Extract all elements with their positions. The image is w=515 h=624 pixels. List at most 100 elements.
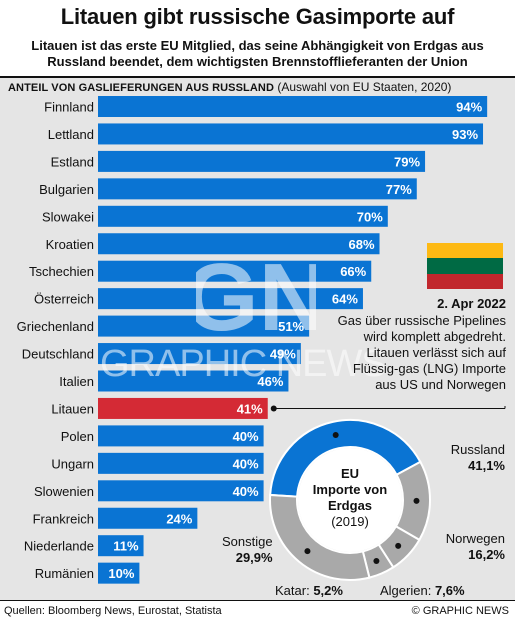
value-label-tschechien: 66%	[340, 264, 366, 279]
bar-deutschland	[98, 343, 301, 365]
bottom-divider	[0, 600, 515, 601]
label-sonstige-value: 29,9%	[235, 550, 273, 565]
bar-polen	[98, 425, 264, 447]
flag-stripe-green	[427, 258, 503, 274]
value-label-niederlande: 11%	[113, 539, 139, 554]
bar-österreich	[98, 288, 363, 310]
bar-ungarn	[98, 452, 264, 474]
value-label-italien: 46%	[257, 374, 283, 389]
label-algerien: Algerien: 7,6%	[380, 583, 465, 599]
donut-marker-russland	[332, 432, 339, 439]
donut-marker-katar	[373, 558, 380, 565]
bar-chart: Finnland 94% Lettland 93% Estland 79% Bulgarie…	[17, 96, 506, 584]
value-label-bulgarien: 77%	[386, 182, 412, 197]
label-norwegen: Norwegen 16,2%	[446, 531, 505, 563]
donut-title: EU Importe von Erdgas (2019)	[290, 466, 410, 530]
value-label-polen: 40%	[233, 429, 259, 444]
chart-heading-label: ANTEIL VON GASLIEFERUNGEN AUS RUSSLAND	[8, 82, 274, 94]
category-label-ungarn: Ungarn	[51, 456, 94, 471]
bar-kroatien	[98, 233, 380, 255]
bar-slowakei	[98, 205, 388, 227]
donut-marker-norwegen	[413, 497, 420, 504]
page-title: Litauen gibt russische Gasimporte auf	[60, 4, 455, 29]
bar-frankreich	[98, 507, 198, 529]
watermark-logo: GN	[196, 244, 316, 348]
category-label-kroatien: Kroatien	[46, 237, 94, 252]
category-label-polen: Polen	[61, 429, 94, 444]
value-label-estland: 79%	[394, 154, 420, 169]
category-label-lettland: Lettland	[48, 127, 94, 142]
label-katar-value: 5,2%	[313, 583, 343, 598]
flag-stripe-red	[427, 273, 503, 289]
donut-marker-sonstige	[304, 548, 311, 555]
chart-heading-note: (Auswahl von EU Staaten, 2020)	[277, 80, 452, 94]
bar-bulgarien	[98, 178, 417, 200]
bar-estland	[98, 150, 426, 172]
donut-title-line1: EU	[340, 466, 360, 481]
bar-lettland	[98, 123, 484, 145]
category-label-litauen: Litauen	[51, 401, 94, 416]
chart-heading: ANTEIL VON GASLIEFERUNGEN AUS RUSSLAND (…	[8, 80, 451, 94]
bar-litauen	[98, 397, 268, 419]
annotation-leader-dot	[270, 405, 277, 412]
annotation-date: 2. Apr 2022	[437, 296, 506, 311]
flag-stripe-yellow	[427, 243, 503, 259]
bar-rumänien	[98, 562, 140, 584]
value-label-griechenland: 51%	[278, 319, 304, 334]
category-label-deutschland: Deutschland	[22, 347, 94, 362]
label-sonstige: Sonstige 29,9%	[222, 534, 273, 566]
category-label-österreich: Österreich	[34, 292, 94, 307]
label-algerien-name: Algerien:	[380, 583, 432, 598]
watermark-logo-text: GN	[196, 244, 316, 348]
value-label-kroatien: 68%	[348, 237, 374, 252]
label-katar: Katar: 5,2%	[275, 583, 343, 599]
bar-slowenien	[98, 480, 264, 502]
value-label-slowenien: 40%	[233, 484, 259, 499]
value-label-österreich: 64%	[332, 292, 358, 307]
value-label-litauen: 41%	[237, 401, 263, 416]
bar-griechenland	[98, 315, 310, 337]
value-label-rumänien: 10%	[108, 566, 134, 581]
bar-tschechien	[98, 260, 372, 282]
top-divider	[0, 76, 515, 78]
bar-italien	[98, 370, 289, 392]
donut-slice-russland	[269, 419, 422, 498]
value-label-slowakei: 70%	[357, 209, 383, 224]
lithuania-flag-icon	[427, 243, 503, 289]
donut-slice-sonstige	[269, 493, 371, 581]
label-norwegen-value: 16,2%	[468, 547, 505, 562]
donut-year: (2019)	[331, 514, 369, 529]
category-label-slowakei: Slowakei	[42, 209, 94, 224]
value-label-deutschland: 49%	[270, 347, 296, 362]
bar-finnland	[98, 96, 488, 117]
category-label-slowenien: Slowenien	[34, 484, 94, 499]
donut-hole	[298, 448, 402, 552]
label-russland-name: Russland	[450, 442, 505, 457]
source-note: Quellen: Bloomberg News, Eurostat, Stati…	[4, 605, 222, 617]
value-label-finnland: 94%	[456, 100, 482, 115]
category-label-rumänien: Rumänien	[35, 566, 94, 581]
category-label-frankreich: Frankreich	[33, 511, 94, 526]
category-label-griechenland: Griechenland	[17, 319, 94, 334]
value-label-lettland: 93%	[452, 127, 478, 142]
category-label-tschechien: Tschechien	[29, 264, 94, 279]
watermark-text: GRAPHIC NEWS	[100, 343, 387, 385]
category-label-italien: Italien	[59, 374, 94, 389]
category-label-niederlande: Niederlande	[24, 539, 94, 554]
subtitle: Litauen ist das erste EU Mitglied, das s…	[31, 38, 484, 69]
credit: © GRAPHIC NEWS	[411, 605, 509, 617]
label-katar-name: Katar:	[275, 583, 310, 598]
category-label-estland: Estland	[51, 154, 94, 169]
donut-title-line2: Importe von	[312, 482, 388, 497]
label-russland: Russland 41,1%	[451, 442, 505, 474]
category-label-finnland: Finnland	[44, 100, 94, 115]
label-sonstige-name: Sonstige	[222, 534, 273, 549]
value-label-frankreich: 24%	[166, 511, 192, 526]
bar-niederlande	[98, 535, 144, 557]
category-label-bulgarien: Bulgarien	[39, 182, 94, 197]
label-algerien-value: 7,6%	[434, 583, 465, 598]
donut-title-line3: Erdgas	[327, 498, 373, 513]
value-label-ungarn: 40%	[233, 456, 259, 471]
donut-marker-algerien	[395, 542, 402, 549]
